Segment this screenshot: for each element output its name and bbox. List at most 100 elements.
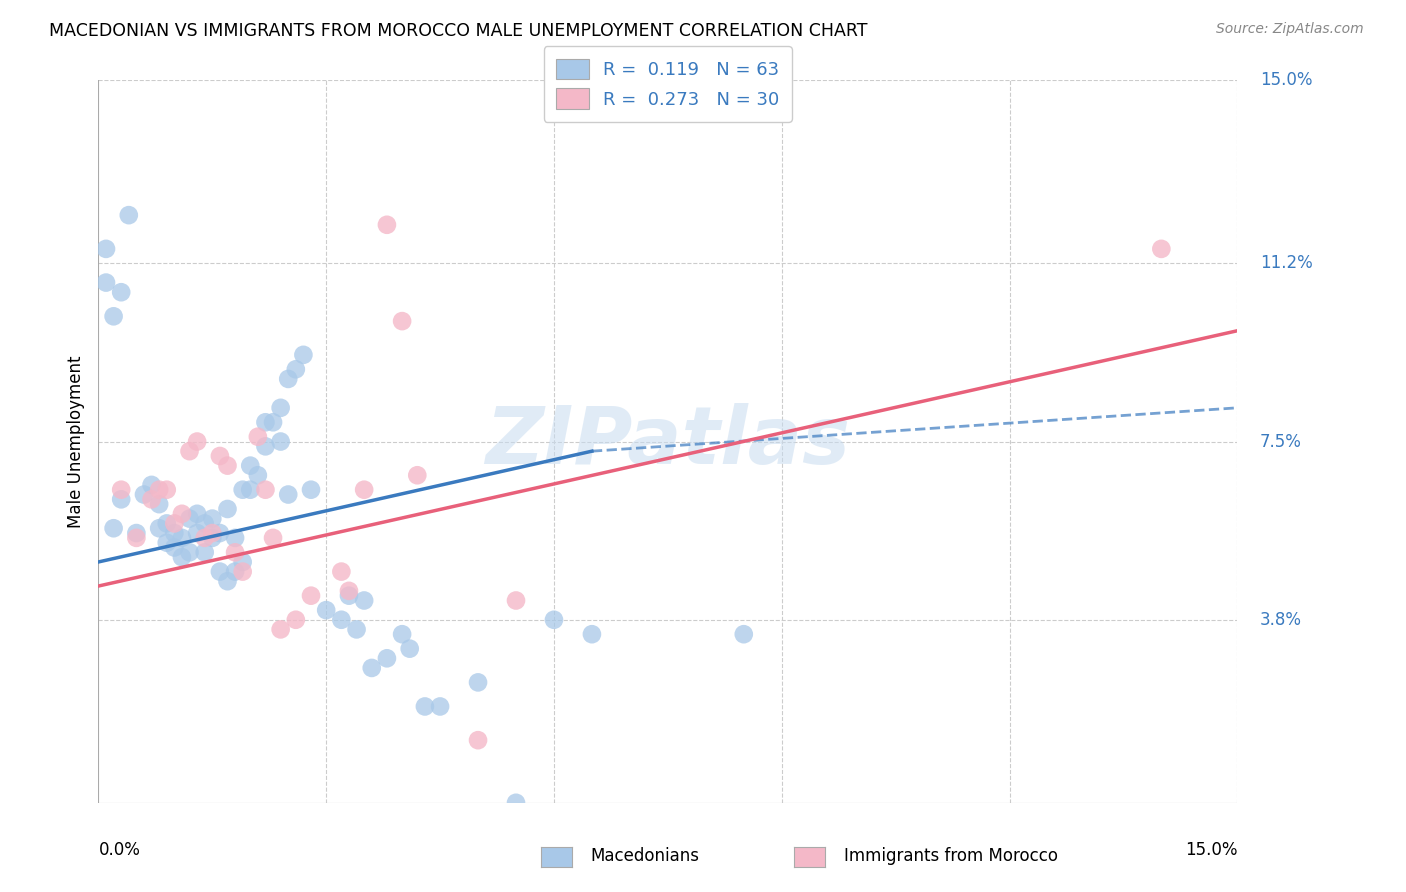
Point [179, 545, 201, 559]
Point [170, 531, 193, 545]
Point [194, 531, 217, 545]
Point [201, 511, 224, 525]
Text: Macedonians: Macedonians [591, 847, 700, 865]
Point [581, 627, 603, 641]
Text: 15.0%: 15.0% [1260, 71, 1313, 89]
Point [118, 208, 141, 222]
Point [391, 314, 413, 328]
Point [232, 555, 254, 569]
Point [505, 593, 527, 607]
Point [337, 589, 360, 603]
Point [467, 733, 489, 747]
Point [262, 531, 284, 545]
Point [353, 483, 375, 497]
Point [103, 310, 125, 324]
Point [429, 699, 451, 714]
Point [148, 521, 170, 535]
Text: 7.5%: 7.5% [1260, 433, 1302, 450]
Point [337, 583, 360, 598]
Point [330, 565, 353, 579]
Point [292, 348, 315, 362]
Point [224, 531, 246, 545]
Point [254, 483, 277, 497]
Point [217, 458, 239, 473]
Point [299, 589, 322, 603]
Point [103, 521, 125, 535]
Text: Immigrants from Morocco: Immigrants from Morocco [844, 847, 1057, 865]
Point [208, 449, 231, 463]
Point [110, 483, 132, 497]
Point [270, 401, 292, 415]
Point [375, 651, 398, 665]
Point [148, 497, 170, 511]
Text: 11.2%: 11.2% [1260, 254, 1313, 272]
Point [201, 531, 224, 545]
Point [141, 478, 163, 492]
Point [330, 613, 353, 627]
Point [391, 627, 413, 641]
Point [156, 535, 179, 549]
Point [232, 483, 254, 497]
Point [179, 511, 201, 525]
Text: 3.8%: 3.8% [1260, 611, 1302, 629]
Point [246, 430, 269, 444]
Point [208, 526, 231, 541]
Point [277, 372, 299, 386]
Point [254, 439, 277, 453]
Point [543, 613, 565, 627]
Point [186, 526, 208, 541]
Point [179, 444, 201, 458]
Text: MACEDONIAN VS IMMIGRANTS FROM MOROCCO MALE UNEMPLOYMENT CORRELATION CHART: MACEDONIAN VS IMMIGRANTS FROM MOROCCO MA… [49, 22, 868, 40]
Point [224, 545, 246, 559]
Point [315, 603, 337, 617]
Point [262, 415, 284, 429]
Point [733, 627, 755, 641]
Point [360, 661, 382, 675]
Point [270, 623, 292, 637]
Point [277, 487, 299, 501]
Point [284, 613, 307, 627]
Point [110, 285, 132, 300]
Point [194, 545, 217, 559]
Text: Source: ZipAtlas.com: Source: ZipAtlas.com [1216, 22, 1364, 37]
Point [208, 565, 231, 579]
Point [125, 531, 148, 545]
Point [141, 492, 163, 507]
Point [505, 796, 527, 810]
Point [170, 507, 193, 521]
Text: ZIPatlas: ZIPatlas [485, 402, 851, 481]
Point [94, 242, 117, 256]
Text: 0.0%: 0.0% [98, 841, 141, 859]
Point [110, 492, 132, 507]
Point [224, 565, 246, 579]
Point [232, 565, 254, 579]
Point [254, 415, 277, 429]
Y-axis label: Male Unemployment: Male Unemployment [66, 355, 84, 528]
Point [1150, 242, 1173, 256]
Point [201, 526, 224, 541]
Point [398, 641, 420, 656]
Point [163, 516, 186, 531]
Point [239, 458, 262, 473]
Point [346, 623, 368, 637]
Point [246, 468, 269, 483]
Point [217, 502, 239, 516]
Point [239, 483, 262, 497]
Point [156, 516, 179, 531]
Point [375, 218, 398, 232]
Point [156, 483, 179, 497]
Point [186, 507, 208, 521]
Point [170, 550, 193, 565]
Point [413, 699, 436, 714]
Point [163, 541, 186, 555]
Point [132, 487, 155, 501]
Point [163, 526, 186, 541]
Legend: R =  0.119   N = 63, R =  0.273   N = 30: R = 0.119 N = 63, R = 0.273 N = 30 [544, 46, 792, 122]
Point [148, 483, 170, 497]
Point [270, 434, 292, 449]
Point [353, 593, 375, 607]
Point [186, 434, 208, 449]
Point [217, 574, 239, 589]
Point [299, 483, 322, 497]
Point [194, 516, 217, 531]
